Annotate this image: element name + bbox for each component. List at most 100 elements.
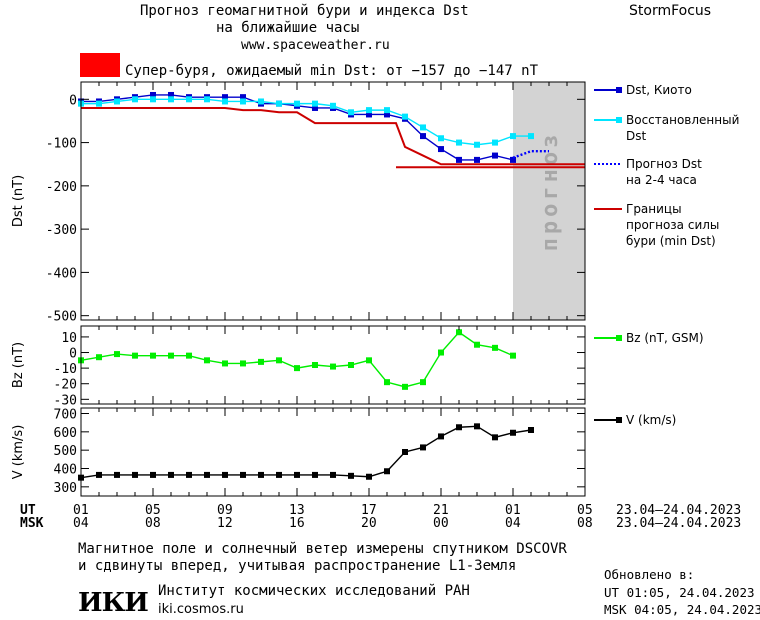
data-point — [438, 135, 444, 142]
y-tick-label: -500 — [46, 310, 77, 325]
data-point — [420, 379, 426, 386]
data-point — [348, 472, 354, 479]
data-point — [366, 111, 372, 118]
website-link[interactable]: www.spaceweather.ru — [241, 38, 390, 53]
data-point — [114, 471, 120, 478]
legend-dst-kyoto-marker — [616, 87, 622, 93]
data-point — [384, 379, 390, 386]
y-tick-label: 400 — [54, 463, 77, 478]
y-tick-label: 700 — [54, 408, 77, 423]
data-point — [456, 424, 462, 431]
ut-tick-label: 21 — [433, 503, 449, 518]
data-point — [474, 156, 480, 163]
institute-url[interactable]: iki.cosmos.ru — [158, 602, 244, 617]
data-point — [456, 156, 462, 163]
data-point — [492, 152, 498, 159]
y-tick-label: 500 — [54, 444, 77, 459]
data-point — [384, 107, 390, 114]
data-point — [420, 124, 426, 131]
data-point — [312, 362, 318, 368]
ut-tick-label: 01 — [505, 503, 521, 518]
data-point — [312, 471, 318, 478]
msk-tick-label: 00 — [433, 516, 449, 531]
y-tick-label: 300 — [54, 481, 77, 496]
data-point — [114, 351, 120, 358]
data-point — [420, 133, 426, 140]
data-point — [348, 362, 354, 368]
data-point — [510, 156, 516, 163]
data-point — [330, 102, 336, 109]
data-point — [150, 352, 156, 359]
legend: Dst, Киото Восстановленный Dst Прогноз D… — [594, 83, 739, 427]
y-tick-label: -20 — [54, 378, 77, 393]
legend-bz-marker — [616, 335, 622, 341]
data-point — [528, 427, 534, 433]
ut-tick-label: 09 — [217, 503, 233, 518]
data-point — [186, 352, 192, 359]
data-point — [492, 139, 498, 146]
legend-dst-restored-2: Dst — [626, 129, 646, 143]
data-point — [510, 133, 516, 140]
data-point — [438, 146, 444, 153]
y-tick-label: -300 — [46, 223, 77, 238]
y-axis-label: Bz (nT) — [11, 342, 26, 388]
legend-bounds-3: бури (min Dst) — [626, 234, 716, 248]
data-point — [510, 352, 516, 359]
ut-date-range: 23.04–24.04.2023 — [616, 503, 742, 518]
msk-tick-label: 04 — [73, 516, 89, 531]
data-point — [276, 100, 282, 107]
alert-text: Супер-буря, ожидаемый min Dst: от −157 д… — [125, 63, 539, 79]
chart-title-line1: Прогноз геомагнитной бури и индекса Dst — [140, 3, 469, 19]
y-tick-label: -30 — [54, 393, 77, 408]
forecast-shade-label: прогноз — [538, 131, 563, 252]
data-point — [150, 471, 156, 478]
data-point — [420, 444, 426, 451]
data-point — [222, 94, 228, 101]
footer-note-line2: и сдвинуты вперед, учитывая распростране… — [78, 558, 517, 574]
data-point — [204, 471, 210, 478]
data-point — [222, 360, 228, 367]
footer-note-line1: Магнитное поле и солнечный ветер измерен… — [78, 541, 567, 557]
data-point — [402, 383, 408, 390]
data-point — [438, 433, 444, 440]
data-point — [384, 468, 390, 475]
legend-bz: Bz (nT, GSM) — [626, 331, 704, 345]
data-point — [132, 471, 138, 478]
data-point — [222, 98, 228, 105]
y-axis-label: Dst (nT) — [11, 175, 26, 227]
data-point — [474, 423, 480, 430]
legend-dst-restored-marker — [616, 117, 622, 123]
y-tick-label: -10 — [54, 362, 77, 377]
chart-title-line2: на ближайшие часы — [216, 20, 360, 36]
data-point — [276, 357, 282, 364]
data-point — [330, 471, 336, 478]
data-point — [366, 357, 372, 364]
data-point — [168, 96, 174, 103]
y-tick-label: -200 — [46, 180, 77, 195]
data-point — [150, 96, 156, 103]
data-point — [186, 471, 192, 478]
data-point — [528, 133, 534, 140]
legend-forecast-2: на 2-4 часа — [626, 173, 697, 187]
data-point — [312, 100, 318, 107]
y-tick-label: -400 — [46, 266, 77, 281]
legend-dst-restored-1: Восстановленный — [626, 113, 739, 127]
y-tick-label: 0 — [69, 347, 77, 362]
data-point — [240, 98, 246, 105]
iki-logo: ИКИ — [78, 588, 149, 618]
data-point — [366, 107, 372, 114]
data-point — [366, 473, 372, 480]
panel-frame — [80, 407, 586, 497]
updated-ut: UT 01:05, 24.04.2023 — [604, 585, 755, 600]
data-point — [168, 471, 174, 478]
series-line — [80, 331, 514, 388]
series-line — [80, 425, 532, 479]
msk-label: MSK — [20, 516, 44, 531]
institute-name: Институт космических исследований РАН — [158, 583, 470, 599]
ut-tick-label: 01 — [73, 503, 89, 518]
ut-tick-label: 05 — [577, 503, 593, 518]
data-point — [438, 349, 444, 356]
legend-v: V (km/s) — [626, 413, 676, 427]
data-point — [402, 449, 408, 455]
data-point — [456, 139, 462, 146]
